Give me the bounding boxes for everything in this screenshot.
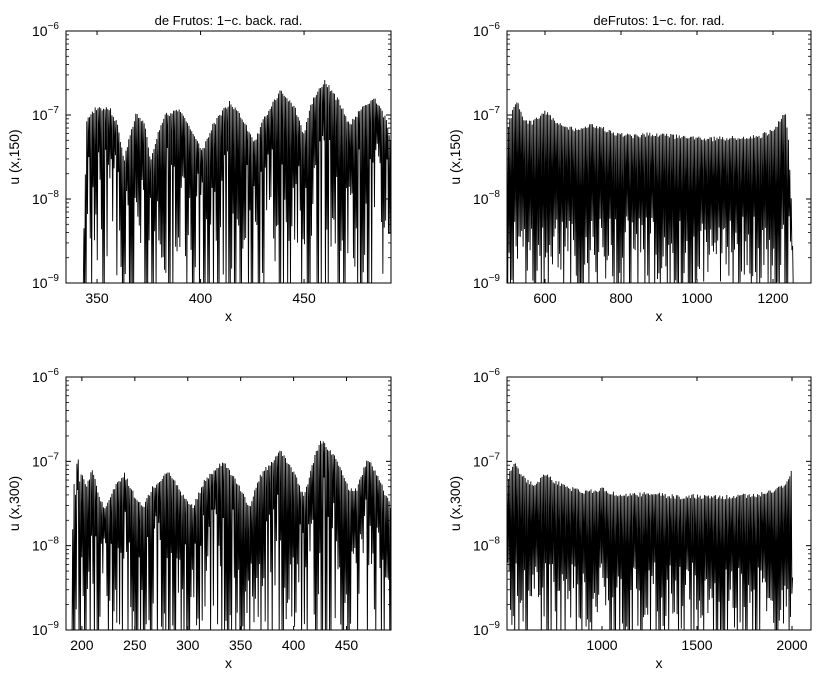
x-tick-label: 450 xyxy=(292,290,316,306)
x-tick-label: 1200 xyxy=(757,290,788,306)
x-tick-label: 400 xyxy=(282,637,306,653)
y-tick-label: 10−6 xyxy=(473,21,500,39)
y-tick-label: 10−7 xyxy=(32,105,59,123)
x-tick-label: 1000 xyxy=(586,637,617,653)
x-tick-label: 300 xyxy=(176,637,200,653)
x-axis-label: x xyxy=(225,655,232,671)
y-tick-label: 10−7 xyxy=(32,451,59,469)
chart-panel-bottom-right: 1000 1500 2000 10−9 10−8 10−7 10−6 x u (x,300) xyxy=(447,367,812,671)
x-tick-label: 250 xyxy=(123,637,147,653)
x-tick-label: 400 xyxy=(189,290,213,306)
x-tick-label: 2000 xyxy=(776,637,807,653)
axes-frame xyxy=(506,376,812,631)
y-axis-label: u (x,150) xyxy=(6,129,22,184)
x-axis-label: x xyxy=(225,308,232,324)
y-tick-label: 10−6 xyxy=(32,367,59,385)
chart-panel-top-left: 350 400 450 10−9 10−8 10−7 10−6 de Frutos: 1−c.… xyxy=(6,13,392,324)
y-axis-label: u (x,150) xyxy=(447,129,463,184)
axes-frame xyxy=(506,30,812,284)
series-line xyxy=(507,102,794,283)
x-tick-label: 200 xyxy=(70,637,94,653)
y-axis-label: u (x,300) xyxy=(447,476,463,531)
chart-panel-top-right: 600 800 1000 1200 10−9 10−8 10−7 10−6 deFrutos: … xyxy=(447,13,812,324)
y-tick-label: 10−7 xyxy=(473,451,500,469)
y-tick-label: 10−6 xyxy=(473,367,500,385)
y-tick-label: 10−7 xyxy=(473,105,500,123)
chart-title: deFrutos: 1−c. for. rad. xyxy=(593,13,724,28)
x-tick-label: 600 xyxy=(533,290,557,306)
x-tick-label: 800 xyxy=(609,290,633,306)
y-tick-label: 10−9 xyxy=(32,273,59,291)
axes-frame xyxy=(65,30,392,284)
y-tick-label: 10−8 xyxy=(32,189,59,207)
chart-panel-bottom-left: 200 250 300 350 400 450 10−9 10−8 10−7 10−6 x u (x,… xyxy=(6,367,392,671)
y-tick-label: 10−8 xyxy=(473,189,500,207)
x-axis-label: x xyxy=(656,308,663,324)
chart-title: de Frutos: 1−c. back. rad. xyxy=(155,13,303,28)
y-tick-label: 10−9 xyxy=(473,273,500,291)
y-tick-label: 10−8 xyxy=(32,536,59,554)
x-tick-label: 1000 xyxy=(681,290,712,306)
series-line xyxy=(71,440,391,630)
series-line xyxy=(82,80,391,283)
y-tick-label: 10−6 xyxy=(32,21,59,39)
y-tick-label: 10−8 xyxy=(473,536,500,554)
y-tick-label: 10−9 xyxy=(473,620,500,638)
y-tick-label: 10−9 xyxy=(32,620,59,638)
x-tick-label: 350 xyxy=(85,290,109,306)
x-tick-label: 350 xyxy=(229,637,253,653)
x-axis-label: x xyxy=(656,655,663,671)
series-line xyxy=(507,463,794,630)
y-axis-label: u (x,300) xyxy=(6,476,22,531)
x-tick-label: 450 xyxy=(335,637,359,653)
axes-frame xyxy=(65,376,392,631)
x-tick-label: 1500 xyxy=(681,637,712,653)
